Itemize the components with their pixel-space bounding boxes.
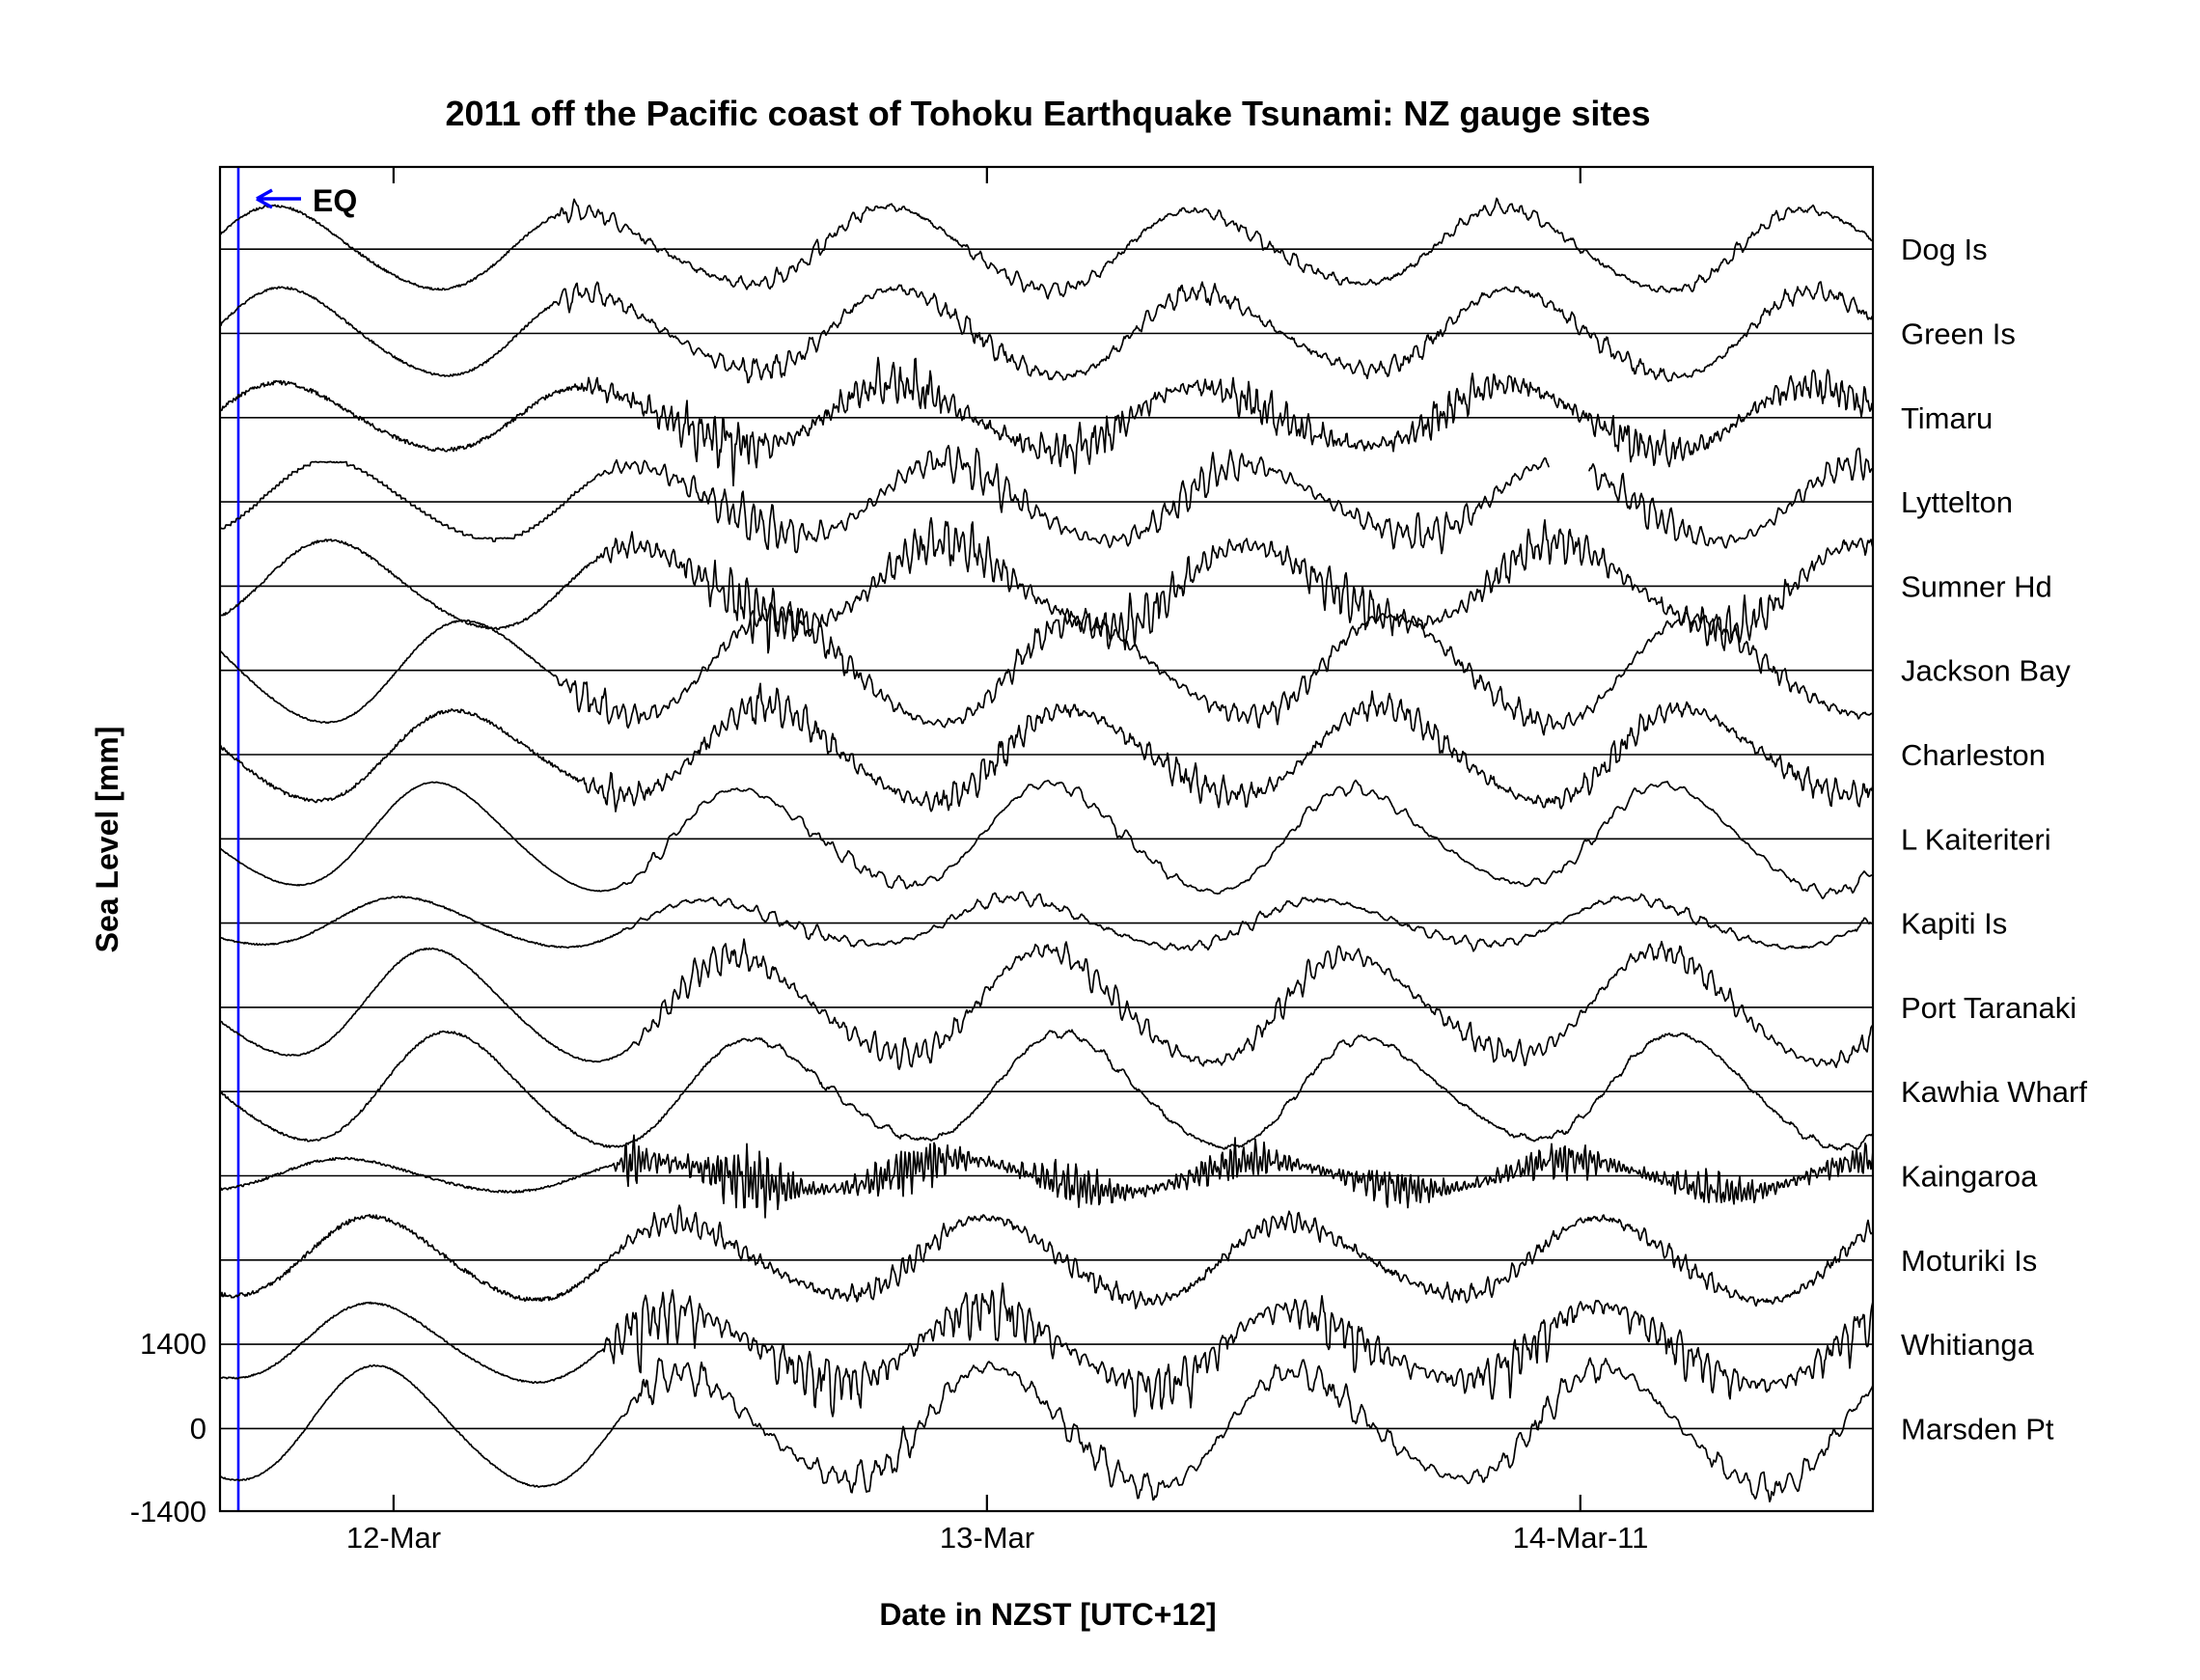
x-tick-12mar: 12-Mar: [346, 1521, 441, 1555]
trace-marsden-pt: [220, 1357, 1873, 1503]
y-tick-0: 0: [190, 1412, 206, 1446]
trace-timaru: [220, 356, 1873, 487]
left-arrow-icon: [256, 188, 301, 209]
sea-level-traces: [220, 197, 1873, 1503]
trace-green-is: [220, 281, 1873, 384]
eq-label: EQ: [313, 183, 357, 218]
station-label-lyttelton: Lyttelton: [1901, 485, 2013, 519]
station-label-kawhia-wharf: Kawhia Wharf: [1901, 1075, 2087, 1109]
trace-lyttelton: [220, 444, 1550, 555]
trace-kaingaroa: [220, 1134, 1873, 1219]
eq-annotation: EQ: [256, 183, 357, 218]
trace-dog-is: [220, 197, 1873, 300]
y-tick-labels: 1400 0 -1400: [130, 1327, 206, 1529]
trace-whitianga: [220, 1282, 1873, 1418]
trace-charleston: [220, 682, 1873, 812]
station-baselines: [220, 248, 1873, 1430]
trace-kapiti-is: [220, 891, 1873, 952]
station-label-whitianga: Whitianga: [1901, 1328, 2035, 1362]
station-label-dog-is: Dog Is: [1901, 233, 1988, 266]
station-label-kapiti-is: Kapiti Is: [1901, 907, 2007, 941]
station-label-l-kaiteriteri: L Kaiteriteri: [1901, 822, 2051, 856]
x-tick-labels: 12-Mar 13-Mar 14-Mar-11: [346, 1521, 1648, 1555]
station-label-sumner-hd: Sumner Hd: [1901, 569, 2052, 603]
chart-title: 2011 off the Pacific coast of Tohoku Ear…: [446, 94, 1651, 133]
y-tick-1400: 1400: [140, 1327, 206, 1361]
y-axis-label: Sea Level [mm]: [90, 727, 124, 953]
y-tick-neg1400: -1400: [130, 1495, 206, 1529]
trace-kawhia-wharf: [220, 1029, 1873, 1151]
trace-port-taranaki: [220, 938, 1873, 1070]
x-axis-label: Date in NZST [UTC+12]: [879, 1597, 1216, 1632]
plot-frame: [218, 165, 1875, 1513]
station-label-green-is: Green Is: [1901, 317, 2016, 351]
station-label-timaru: Timaru: [1901, 401, 1993, 435]
trace-lyttelton: [1588, 447, 1873, 549]
station-label-jackson-bay: Jackson Bay: [1901, 654, 2071, 688]
x-tick-14mar11: 14-Mar-11: [1513, 1521, 1649, 1555]
station-label-port-taranaki: Port Taranaki: [1901, 991, 2076, 1025]
trace-moturiki-is: [220, 1204, 1873, 1309]
station-label-marsden-pt: Marsden Pt: [1901, 1412, 2054, 1446]
station-labels: Dog Is Green Is Timaru Lyttelton Sumner Hd Ja…: [1901, 233, 2087, 1446]
station-label-kaingaroa: Kaingaroa: [1901, 1160, 2038, 1194]
trace-l-kaiteriteri: [220, 779, 1873, 899]
station-label-moturiki-is: Moturiki Is: [1901, 1244, 2037, 1278]
trace-jackson-bay: [220, 602, 1873, 736]
axis-ticks: [392, 167, 1581, 1511]
x-tick-13mar: 13-Mar: [940, 1521, 1034, 1555]
trace-sumner-hd: [220, 516, 1873, 654]
station-label-charleston: Charleston: [1901, 738, 2046, 772]
